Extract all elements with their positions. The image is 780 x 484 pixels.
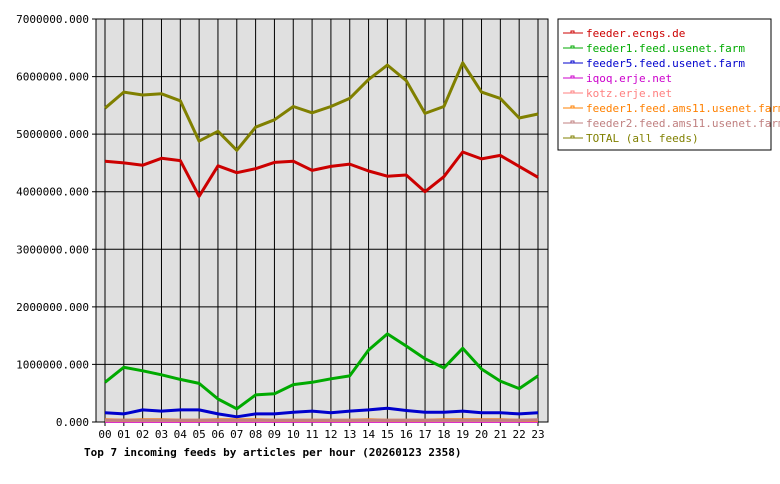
grid-lines xyxy=(92,18,548,426)
legend-marker xyxy=(570,60,575,64)
x-tick-label: 14 xyxy=(362,428,376,441)
legend-marker xyxy=(570,120,575,124)
legend-label: feeder1.feed.ams11.usenet.farm xyxy=(586,102,780,115)
y-tick-label: 1000000.000 xyxy=(16,358,89,371)
legend-marker xyxy=(570,90,575,94)
legend-label: kotz.erje.net xyxy=(586,87,672,100)
legend-marker xyxy=(570,75,575,79)
chart-title: Top 7 incoming feeds by articles per hou… xyxy=(84,446,462,459)
y-tick-label: 0.000 xyxy=(56,416,89,429)
x-tick-label: 19 xyxy=(456,428,469,441)
x-tick-label: 23 xyxy=(531,428,544,441)
x-tick-label: 21 xyxy=(494,428,507,441)
legend-marker xyxy=(570,30,575,34)
x-tick-label: 12 xyxy=(324,428,337,441)
x-tick-label: 07 xyxy=(230,428,243,441)
x-tick-label: 11 xyxy=(305,428,318,441)
series-line-6 xyxy=(105,418,539,422)
y-tick-label: 5000000.000 xyxy=(16,128,89,141)
legend-label: feeder.ecngs.de xyxy=(586,27,685,40)
x-tick-label: 18 xyxy=(437,428,450,441)
x-tick-label: 16 xyxy=(400,428,413,441)
legend-box xyxy=(557,18,772,151)
series-line-0 xyxy=(104,150,539,198)
x-tick-label: 00 xyxy=(98,428,111,441)
legend-marker xyxy=(570,135,575,139)
legend-label: iqoq.erje.net xyxy=(586,72,672,85)
series-lines xyxy=(104,61,539,423)
plot-area xyxy=(95,18,549,423)
x-tick-label: 03 xyxy=(155,428,168,441)
x-axis: 00 01 02 03 04 05 06 07 08 09 10 11 12 13 14 15 16 17 18 19… xyxy=(98,428,544,441)
legend-marker xyxy=(570,105,575,109)
series-line-2 xyxy=(104,406,539,419)
y-tick-label: 7000000.000 xyxy=(16,13,89,26)
legend-marker xyxy=(570,45,575,49)
series-line-7 xyxy=(104,61,539,152)
y-tick-label: 3000000.000 xyxy=(16,243,89,256)
y-axis: 0.000 1000000.000 2000000.000 3000000.000 40… xyxy=(16,13,89,429)
x-tick-label: 10 xyxy=(287,428,300,441)
legend-label: feeder1.feed.usenet.farm xyxy=(586,42,745,55)
x-tick-label: 06 xyxy=(211,428,224,441)
legend-label: TOTAL (all feeds) xyxy=(586,132,699,145)
y-tick-label: 4000000.000 xyxy=(16,186,89,199)
x-tick-label: 15 xyxy=(381,428,394,441)
x-tick-label: 01 xyxy=(117,428,130,441)
y-tick-label: 6000000.000 xyxy=(16,71,89,84)
x-tick-label: 02 xyxy=(136,428,149,441)
x-tick-label: 04 xyxy=(174,428,188,441)
x-tick-label: 05 xyxy=(193,428,206,441)
x-tick-label: 22 xyxy=(513,428,526,441)
legend-label: feeder5.feed.usenet.farm xyxy=(586,57,745,70)
series-line-1 xyxy=(104,332,539,411)
x-tick-label: 20 xyxy=(475,428,488,441)
legend-label: feeder2.feed.ams11.usenet.farm xyxy=(586,117,780,130)
legend: feeder.ecngs.de feeder1.feed.usenet.farm f… xyxy=(557,18,780,151)
x-tick-label: 09 xyxy=(268,428,281,441)
y-tick-label: 2000000.000 xyxy=(16,301,89,314)
x-tick-label: 17 xyxy=(418,428,431,441)
x-tick-label: 08 xyxy=(249,428,262,441)
x-tick-label: 13 xyxy=(343,428,356,441)
